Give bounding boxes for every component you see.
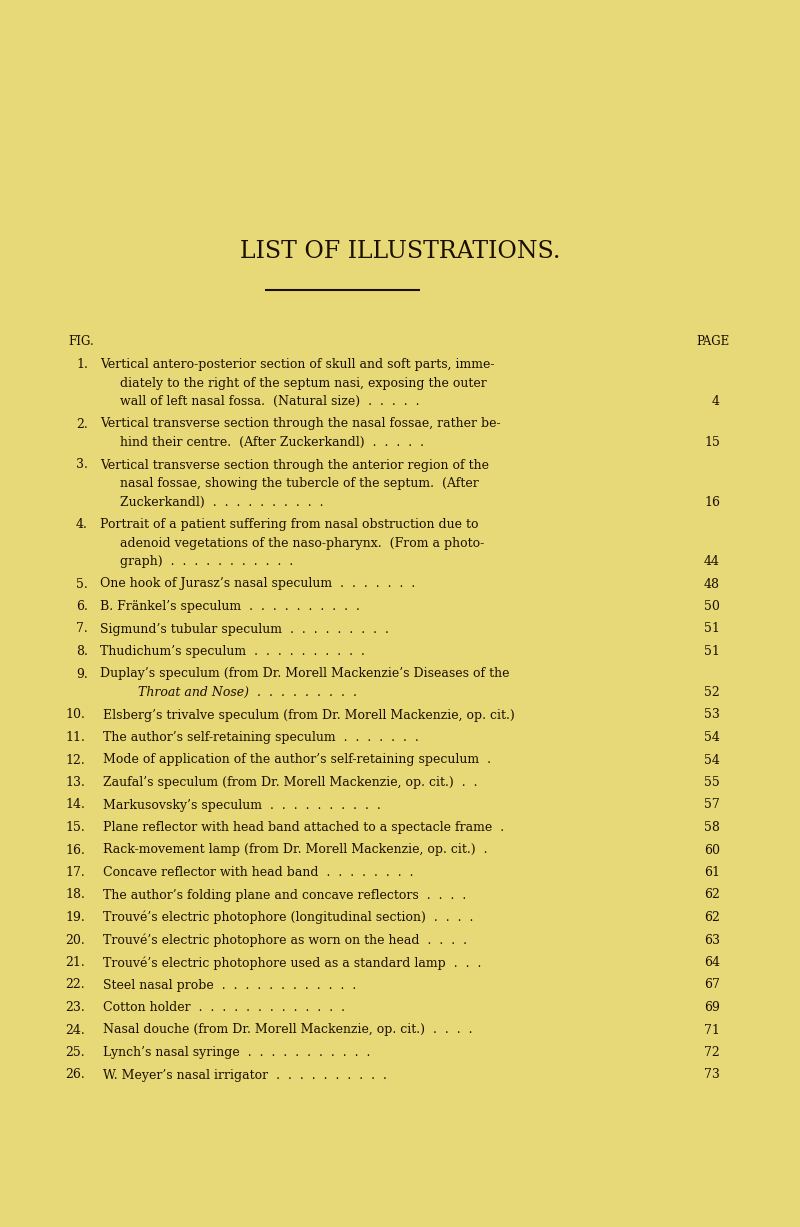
- Text: Lynch’s nasal syringe  .  .  .  .  .  .  .  .  .  .  .: Lynch’s nasal syringe . . . . . . . . . …: [103, 1045, 370, 1059]
- Text: 8.: 8.: [76, 645, 88, 658]
- Text: 58: 58: [704, 821, 720, 834]
- Text: Vertical antero-posterior section of skull and soft parts, imme-: Vertical antero-posterior section of sku…: [100, 358, 494, 371]
- Text: 13.: 13.: [65, 775, 85, 789]
- Text: 16.: 16.: [65, 843, 85, 856]
- Text: Nasal douche (from Dr. Morell Mackenzie, op. cit.)  .  .  .  .: Nasal douche (from Dr. Morell Mackenzie,…: [103, 1023, 473, 1037]
- Text: 22.: 22.: [66, 978, 85, 991]
- Text: Cotton holder  .  .  .  .  .  .  .  .  .  .  .  .  .: Cotton holder . . . . . . . . . . . . .: [103, 1001, 345, 1014]
- Text: 67: 67: [704, 978, 720, 991]
- Text: Vertical transverse section through the nasal fossae, rather be-: Vertical transverse section through the …: [100, 417, 501, 431]
- Text: 54: 54: [704, 753, 720, 767]
- Text: 55: 55: [704, 775, 720, 789]
- Text: 16: 16: [704, 496, 720, 508]
- Text: 26.: 26.: [66, 1069, 85, 1081]
- Text: Concave reflector with head band  .  .  .  .  .  .  .  .: Concave reflector with head band . . . .…: [103, 866, 414, 879]
- Text: hind their centre.  (After Zuckerkandl)  .  .  .  .  .: hind their centre. (After Zuckerkandl) .…: [120, 436, 424, 449]
- Text: LIST OF ILLUSTRATIONS.: LIST OF ILLUSTRATIONS.: [240, 240, 560, 263]
- Text: 51: 51: [704, 622, 720, 636]
- Text: 7.: 7.: [76, 622, 88, 636]
- Text: 64: 64: [704, 956, 720, 969]
- Text: 62: 62: [704, 888, 720, 902]
- Text: 20.: 20.: [66, 934, 85, 946]
- Text: 6.: 6.: [76, 600, 88, 614]
- Text: 51: 51: [704, 645, 720, 658]
- Text: Duplay’s speculum (from Dr. Morell Mackenzie’s Diseases of the: Duplay’s speculum (from Dr. Morell Macke…: [100, 667, 510, 681]
- Text: nasal fossae, showing the tubercle of the septum.  (After: nasal fossae, showing the tubercle of th…: [120, 477, 478, 490]
- Text: 14.: 14.: [65, 799, 85, 811]
- Text: Markusovsky’s speculum  .  .  .  .  .  .  .  .  .  .: Markusovsky’s speculum . . . . . . . . .…: [103, 799, 381, 811]
- Text: wall of left nasal fossa.  (Natural size)  .  .  .  .  .: wall of left nasal fossa. (Natural size)…: [120, 395, 419, 409]
- Text: 5.: 5.: [76, 578, 88, 590]
- Text: Elsberg’s trivalve speculum (from Dr. Morell Mackenzie, op. cit.): Elsberg’s trivalve speculum (from Dr. Mo…: [103, 708, 514, 721]
- Text: 15.: 15.: [66, 821, 85, 834]
- Text: 71: 71: [704, 1023, 720, 1037]
- Text: 1.: 1.: [76, 358, 88, 371]
- Text: 62: 62: [704, 910, 720, 924]
- Text: 3.: 3.: [76, 459, 88, 471]
- Text: 21.: 21.: [66, 956, 85, 969]
- Text: 12.: 12.: [66, 753, 85, 767]
- Text: 57: 57: [704, 799, 720, 811]
- Text: Throat and Nose)  .  .  .  .  .  .  .  .  .: Throat and Nose) . . . . . . . . .: [138, 686, 357, 699]
- Text: Mode of application of the author’s self-retaining speculum  .: Mode of application of the author’s self…: [103, 753, 491, 767]
- Text: W. Meyer’s nasal irrigator  .  .  .  .  .  .  .  .  .  .: W. Meyer’s nasal irrigator . . . . . . .…: [103, 1069, 387, 1081]
- Text: 50: 50: [704, 600, 720, 614]
- Text: 25.: 25.: [66, 1045, 85, 1059]
- Text: 15: 15: [704, 436, 720, 449]
- Text: 73: 73: [704, 1069, 720, 1081]
- Text: 18.: 18.: [65, 888, 85, 902]
- Text: 72: 72: [704, 1045, 720, 1059]
- Text: 53: 53: [704, 708, 720, 721]
- Text: Sigmund’s tubular speculum  .  .  .  .  .  .  .  .  .: Sigmund’s tubular speculum . . . . . . .…: [100, 622, 389, 636]
- Text: PAGE: PAGE: [697, 335, 730, 348]
- Text: Trouvé’s electric photophore used as a standard lamp  .  .  .: Trouvé’s electric photophore used as a s…: [103, 956, 482, 969]
- Text: 61: 61: [704, 866, 720, 879]
- Text: 69: 69: [704, 1001, 720, 1014]
- Text: Portrait of a patient suffering from nasal obstruction due to: Portrait of a patient suffering from nas…: [100, 518, 478, 531]
- Text: Zaufal’s speculum (from Dr. Morell Mackenzie, op. cit.)  .  .: Zaufal’s speculum (from Dr. Morell Macke…: [103, 775, 478, 789]
- Text: graph)  .  .  .  .  .  .  .  .  .  .  .: graph) . . . . . . . . . . .: [120, 555, 294, 568]
- Text: 54: 54: [704, 731, 720, 744]
- Text: The author’s self-retaining speculum  .  .  .  .  .  .  .: The author’s self-retaining speculum . .…: [103, 731, 418, 744]
- Text: 9.: 9.: [76, 667, 88, 681]
- Text: 4: 4: [712, 395, 720, 409]
- Text: 48: 48: [704, 578, 720, 590]
- Text: 63: 63: [704, 934, 720, 946]
- Text: Steel nasal probe  .  .  .  .  .  .  .  .  .  .  .  .: Steel nasal probe . . . . . . . . . . . …: [103, 978, 356, 991]
- Text: adenoid vegetations of the naso-pharynx.  (From a photo-: adenoid vegetations of the naso-pharynx.…: [120, 536, 484, 550]
- Text: 4.: 4.: [76, 518, 88, 531]
- Text: FIG.: FIG.: [68, 335, 94, 348]
- Text: 44: 44: [704, 555, 720, 568]
- Text: 60: 60: [704, 843, 720, 856]
- Text: 52: 52: [704, 686, 720, 699]
- Text: Rack-movement lamp (from Dr. Morell Mackenzie, op. cit.)  .: Rack-movement lamp (from Dr. Morell Mack…: [103, 843, 487, 856]
- Text: 24.: 24.: [66, 1023, 85, 1037]
- Text: Plane reflector with head band attached to a spectacle frame  .: Plane reflector with head band attached …: [103, 821, 504, 834]
- Text: B. Fränkel’s speculum  .  .  .  .  .  .  .  .  .  .: B. Fränkel’s speculum . . . . . . . . . …: [100, 600, 360, 614]
- Text: 2.: 2.: [76, 417, 88, 431]
- Text: Vertical transverse section through the anterior region of the: Vertical transverse section through the …: [100, 459, 489, 471]
- Text: 23.: 23.: [66, 1001, 85, 1014]
- Text: Trouvé’s electric photophore as worn on the head  .  .  .  .: Trouvé’s electric photophore as worn on …: [103, 934, 467, 947]
- Text: Zuckerkandl)  .  .  .  .  .  .  .  .  .  .: Zuckerkandl) . . . . . . . . . .: [120, 496, 323, 508]
- Text: 19.: 19.: [66, 910, 85, 924]
- Text: 17.: 17.: [66, 866, 85, 879]
- Text: One hook of Jurasz’s nasal speculum  .  .  .  .  .  .  .: One hook of Jurasz’s nasal speculum . . …: [100, 578, 415, 590]
- Text: 11.: 11.: [65, 731, 85, 744]
- Text: diately to the right of the septum nasi, exposing the outer: diately to the right of the septum nasi,…: [120, 377, 486, 389]
- Text: Thudichum’s speculum  .  .  .  .  .  .  .  .  .  .: Thudichum’s speculum . . . . . . . . . .: [100, 645, 365, 658]
- Text: Trouvé’s electric photophore (longitudinal section)  .  .  .  .: Trouvé’s electric photophore (longitudin…: [103, 910, 474, 924]
- Text: The author’s folding plane and concave reflectors  .  .  .  .: The author’s folding plane and concave r…: [103, 888, 466, 902]
- Text: 10.: 10.: [65, 708, 85, 721]
